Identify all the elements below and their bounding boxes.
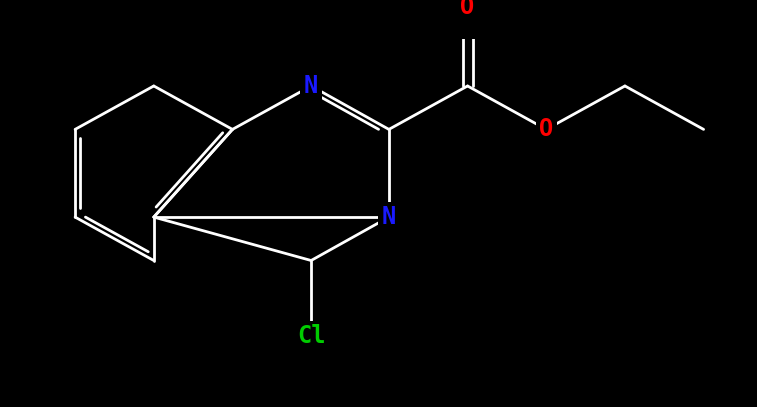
Text: N: N (304, 74, 318, 98)
Text: N: N (382, 205, 396, 229)
Text: O: O (460, 0, 475, 19)
Text: Cl: Cl (297, 324, 326, 348)
Text: O: O (539, 117, 553, 141)
